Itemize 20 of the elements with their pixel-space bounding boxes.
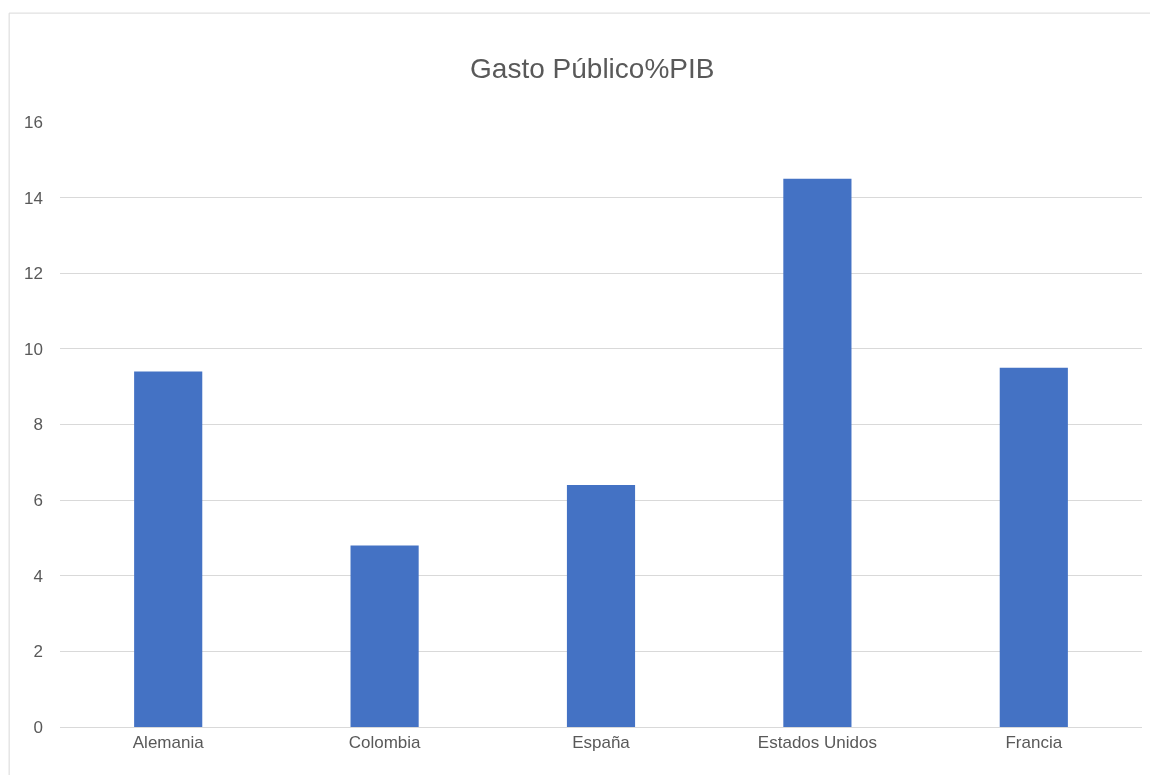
- chart-title: Gasto Público%PIB: [470, 53, 715, 84]
- x-tick-label: Alemania: [132, 733, 205, 753]
- y-tick-label: 14: [24, 188, 43, 208]
- y-tick-label: 0: [33, 717, 43, 737]
- y-tick-label: 12: [24, 264, 43, 284]
- y-tick-label: 4: [33, 566, 43, 586]
- x-tick-label: Colombia: [348, 733, 422, 753]
- bar: [999, 367, 1068, 727]
- y-tick-label: 6: [33, 491, 43, 511]
- x-tick-label: España: [572, 733, 631, 753]
- y-tick-label: 10: [24, 339, 43, 359]
- bar: [783, 178, 852, 727]
- bar: [566, 485, 636, 727]
- bar: [134, 371, 203, 727]
- x-tick-label: Francia: [1005, 733, 1063, 753]
- y-tick-label: 2: [33, 642, 43, 662]
- y-tick-label: 16: [24, 112, 43, 132]
- y-tick-label: 8: [33, 415, 43, 435]
- x-tick-label: Estados Unidos: [757, 733, 877, 753]
- bar: [350, 545, 419, 727]
